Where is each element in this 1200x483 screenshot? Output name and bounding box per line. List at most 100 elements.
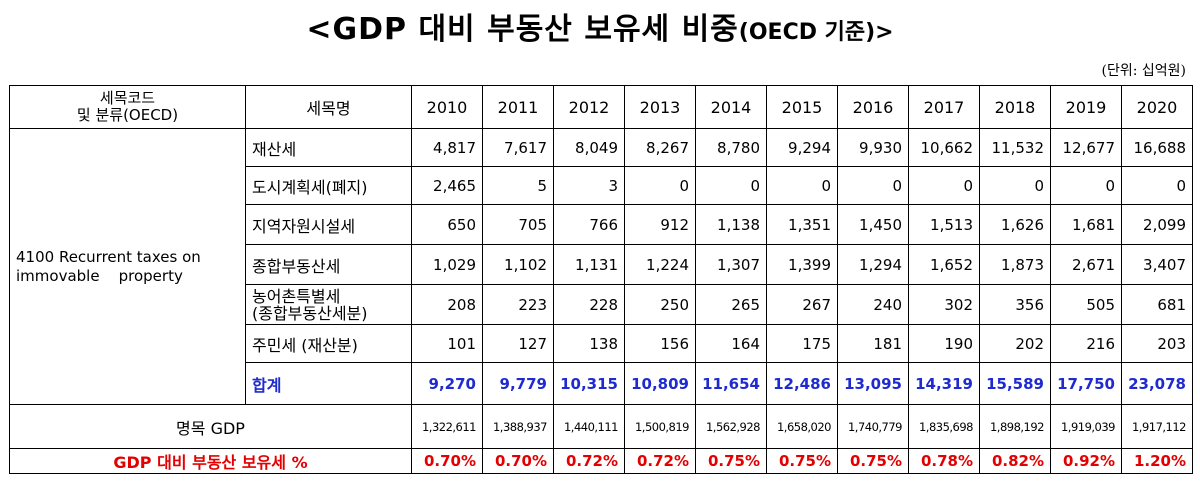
value-cell: 11,532 [979, 128, 1051, 167]
header-year: 2010 [411, 85, 483, 129]
header-code-line2: 및 분류(OECD) [76, 106, 179, 124]
value-cell: 190 [908, 324, 980, 363]
value-cell: 265 [695, 284, 767, 325]
header-code-line1: 세목코드 [99, 89, 156, 107]
ratio-value-cell: 0.92% [1050, 448, 1122, 474]
value-cell: 250 [624, 284, 696, 325]
ratio-value-cell: 0.82% [979, 448, 1051, 474]
value-cell: 705 [482, 204, 554, 245]
title-suffix: (OECD 기준)> [738, 20, 894, 45]
value-cell: 8,049 [553, 128, 625, 167]
tax-name-cell: 지역자원시설세 [245, 204, 412, 245]
value-cell: 9,930 [837, 128, 909, 167]
total-value-cell: 11,654 [695, 362, 767, 405]
value-cell: 8,267 [624, 128, 696, 167]
value-cell: 156 [624, 324, 696, 363]
header-year: 2015 [766, 85, 838, 129]
tax-name-line2: (종합부동산세분) [252, 303, 368, 323]
value-cell: 1,399 [766, 244, 838, 285]
total-value-cell: 10,315 [553, 362, 625, 405]
value-cell: 223 [482, 284, 554, 325]
total-value-cell: 9,270 [411, 362, 483, 405]
gdp-value-cell: 1,322,611 [411, 404, 483, 449]
category-cell: 4100 Recurrent taxes on immovable propert… [9, 128, 246, 405]
total-value-cell: 9,779 [482, 362, 554, 405]
tax-table: 세목코드 및 분류(OECD) 세목명 2010 2011 2012 2013 … [9, 85, 1193, 474]
value-cell: 0 [837, 166, 909, 205]
value-cell: 5 [482, 166, 554, 205]
gdp-value-cell: 1,835,698 [908, 404, 980, 449]
value-cell: 101 [411, 324, 483, 363]
value-cell: 0 [979, 166, 1051, 205]
header-name-cell: 세목명 [245, 85, 412, 129]
header-year: 2017 [908, 85, 980, 129]
tax-name-cell: 재산세 [245, 128, 412, 167]
gdp-label: 명목 GDP [9, 404, 412, 449]
value-cell: 1,450 [837, 204, 909, 245]
total-value-cell: 15,589 [979, 362, 1051, 405]
tax-name-line1: 농어촌특별세 [252, 286, 341, 306]
gdp-value-cell: 1,440,111 [553, 404, 625, 449]
category-line2: immovable property [16, 266, 183, 285]
value-cell: 203 [1121, 324, 1193, 363]
total-label: 합계 [245, 362, 412, 405]
header-code-cell: 세목코드 및 분류(OECD) [9, 85, 246, 129]
ratio-value-cell: 0.70% [482, 448, 554, 474]
total-value-cell: 13,095 [837, 362, 909, 405]
table-row: 주민세 (재산분) 101 127 138 156 164 175 181 190 202 216 2… [10, 324, 1193, 363]
table-row: 4100 Recurrent taxes on immovable propert… [9, 128, 1193, 405]
value-cell: 181 [837, 324, 909, 363]
header-year: 2020 [1121, 85, 1193, 129]
value-cell: 228 [553, 284, 625, 325]
gdp-value-cell: 1,740,779 [837, 404, 909, 449]
page-title: <GDP 대비 부동산 보유세 비중(OECD 기준)> [0, 4, 1200, 48]
value-cell: 240 [837, 284, 909, 325]
tax-name-cell: 도시계획세(폐지) [245, 166, 412, 205]
header-year: 2019 [1050, 85, 1122, 129]
table-row: 종합부동산세 1,029 1,102 1,131 1,224 1,307 1,399 1,29… [10, 244, 1193, 285]
value-cell: 16,688 [1121, 128, 1193, 167]
total-value-cell: 23,078 [1121, 362, 1193, 405]
value-cell: 681 [1121, 284, 1193, 325]
header-year: 2013 [624, 85, 696, 129]
value-cell: 0 [766, 166, 838, 205]
ratio-value-cell: 0.75% [766, 448, 838, 474]
value-cell: 2,099 [1121, 204, 1193, 245]
header-year: 2018 [979, 85, 1051, 129]
total-value-cell: 17,750 [1050, 362, 1122, 405]
gdp-value-cell: 1,562,928 [695, 404, 767, 449]
total-value-cell: 10,809 [624, 362, 696, 405]
value-cell: 7,617 [482, 128, 554, 167]
value-cell: 2,671 [1050, 244, 1122, 285]
value-cell: 2,465 [411, 166, 483, 205]
value-cell: 8,780 [695, 128, 767, 167]
ratio-value-cell: 0.75% [837, 448, 909, 474]
gdp-value-cell: 1,917,112 [1121, 404, 1193, 449]
value-cell: 1,513 [908, 204, 980, 245]
value-cell: 1,873 [979, 244, 1051, 285]
gdp-value-cell: 1,500,819 [624, 404, 696, 449]
header-year: 2014 [695, 85, 767, 129]
value-cell: 4,817 [411, 128, 483, 167]
header-year: 2016 [837, 85, 909, 129]
value-cell: 208 [411, 284, 483, 325]
gdp-value-cell: 1,898,192 [979, 404, 1051, 449]
value-cell: 12,677 [1050, 128, 1122, 167]
value-cell: 1,294 [837, 244, 909, 285]
value-cell: 1,102 [482, 244, 554, 285]
value-cell: 302 [908, 284, 980, 325]
value-cell: 1,351 [766, 204, 838, 245]
gdp-value-cell: 1,388,937 [482, 404, 554, 449]
total-value-cell: 12,486 [766, 362, 838, 405]
value-cell: 10,662 [908, 128, 980, 167]
value-cell: 1,029 [411, 244, 483, 285]
ratio-value-cell: 0.75% [695, 448, 767, 474]
value-cell: 1,307 [695, 244, 767, 285]
table-row: 도시계획세(폐지) 2,465 5 3 0 0 0 0 0 0 0 0 [10, 166, 1193, 205]
ratio-value-cell: 1.20% [1121, 448, 1193, 474]
value-cell: 356 [979, 284, 1051, 325]
value-cell: 1,626 [979, 204, 1051, 245]
value-cell: 650 [411, 204, 483, 245]
value-cell: 0 [1121, 166, 1193, 205]
value-cell: 3,407 [1121, 244, 1193, 285]
